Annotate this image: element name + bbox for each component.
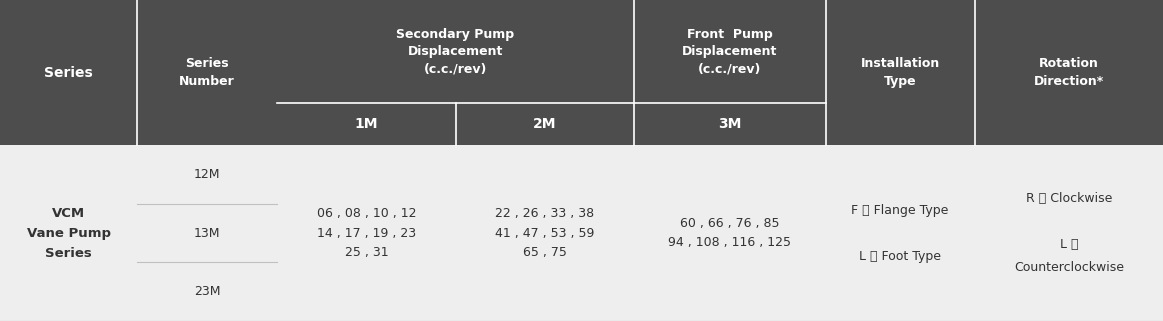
Text: 22 , 26 , 33 , 38
41 , 47 , 53 , 59
65 , 75: 22 , 26 , 33 , 38 41 , 47 , 53 , 59 65 ,…	[495, 207, 594, 259]
Text: F ： Flange Type

L ： Foot Type: F ： Flange Type L ： Foot Type	[851, 204, 949, 263]
Text: Rotation
Direction*: Rotation Direction*	[1034, 57, 1104, 88]
Text: Secondary Pump
Displacement
(c.c./rev): Secondary Pump Displacement (c.c./rev)	[397, 28, 514, 75]
Text: 2M: 2M	[533, 117, 557, 131]
Text: R ： Clockwise

L ：
Counterclockwise: R ： Clockwise L ： Counterclockwise	[1014, 192, 1123, 274]
Text: 12M: 12M	[194, 168, 220, 181]
Text: 06 , 08 , 10 , 12
14 , 17 , 19 , 23
25 , 31: 06 , 08 , 10 , 12 14 , 17 , 19 , 23 25 ,…	[316, 207, 416, 259]
Text: 13M: 13M	[194, 227, 220, 239]
Text: 3M: 3M	[718, 117, 742, 131]
Text: Installation
Type: Installation Type	[861, 57, 940, 88]
Bar	[0, 0, 1163, 145]
Text: 60 , 66 , 76 , 85
94 , 108 , 116 , 125: 60 , 66 , 76 , 85 94 , 108 , 116 , 125	[669, 217, 791, 249]
Text: Series
Number: Series Number	[179, 57, 235, 88]
Bar	[0, 145, 1163, 321]
Text: Series: Series	[44, 65, 93, 80]
Text: 23M: 23M	[194, 285, 220, 298]
Text: 1M: 1M	[355, 117, 378, 131]
Text: Front  Pump
Displacement
(c.c./rev): Front Pump Displacement (c.c./rev)	[682, 28, 778, 75]
Text: VCM
Vane Pump
Series: VCM Vane Pump Series	[27, 206, 110, 260]
